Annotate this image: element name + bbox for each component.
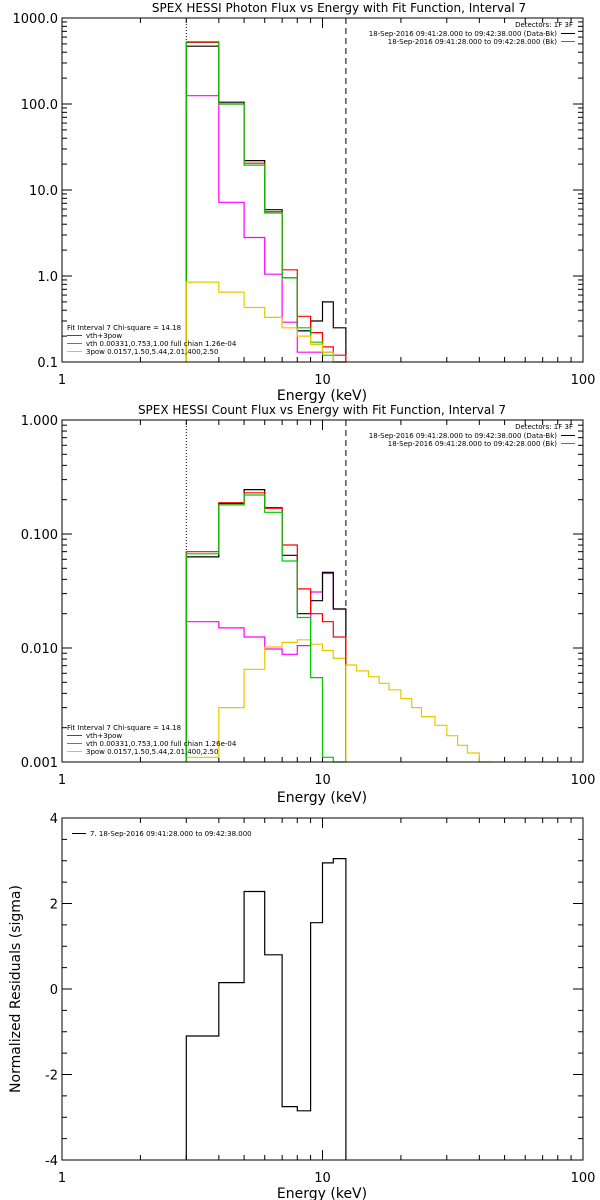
y-tick-label: 1.000 (21, 414, 58, 429)
panel-1-xlabel: Energy (keV) (277, 388, 367, 404)
y-tick-label: 1.0 (37, 270, 58, 285)
x-tick-label: 1 (58, 373, 66, 388)
histogram-series-line (185, 41, 346, 363)
y-tick-label: 0.1 (37, 356, 58, 371)
y-tick-label: 0 (50, 983, 58, 998)
legend-entry-label: 3pow 0.0157,1.50,5.44,2.01,400,2.50 (86, 748, 218, 756)
fit-header-label: Fit Interval 7 Chi-square = 14.18 (67, 724, 181, 732)
panel-3-xlabel: Energy (keV) (277, 1186, 367, 1200)
x-tick-label: 100 (571, 1171, 596, 1186)
legend-entry-label: vth 0.00331,0.753,1.00 full chian 1.26e-… (86, 740, 237, 748)
panel-3-frame (61, 817, 584, 1161)
histogram-series-line (185, 489, 347, 762)
tail-series-line (345, 664, 493, 763)
panel-2-title: SPEX HESSI Count Flux vs Energy with Fit… (138, 403, 506, 417)
x-tick-label: 10 (314, 773, 331, 788)
legend-entry-label: 18-Sep-2016 09:41:28.000 to 09:42:38.000… (369, 30, 558, 38)
x-tick-label: 10 (314, 373, 331, 388)
panel-1-title: SPEX HESSI Photon Flux vs Energy with Fi… (152, 1, 526, 15)
y-tick-label: -4 (45, 1154, 58, 1169)
histogram-series-line (185, 494, 346, 763)
legend-entry-label: 7. 18-Sep-2016 09:41:28.000 to 09:42:38.… (90, 830, 252, 838)
legend-entry-label: 18-Sep-2016 09:41:28.000 to 09:42:28.000… (388, 38, 558, 46)
fit-header-label: Fit Interval 7 Chi-square = 14.18 (67, 324, 181, 332)
legend-entry-label: vth+3pow (86, 332, 122, 340)
panel-2-xlabel: Energy (keV) (277, 790, 367, 806)
histogram-series-line (185, 639, 347, 762)
histogram-series-line (185, 45, 347, 362)
legend-entry-label: 18-Sep-2016 09:41:28.000 to 09:42:38.000… (369, 432, 558, 440)
detectors-label: Detectors: 1F 3F (515, 423, 573, 431)
y-tick-label: 10.0 (29, 184, 58, 199)
y-tick-label: 100.0 (21, 98, 58, 113)
histogram-series-line (185, 572, 347, 762)
legend-entry-label: 3pow 0.0157,1.50,5.44,2.01,400,2.50 (86, 348, 218, 356)
x-tick-label: 100 (571, 773, 596, 788)
legend-entry-label: vth 0.00331,0.753,1.00 full chian 1.26e-… (86, 340, 237, 348)
y-tick-label: -2 (45, 1069, 58, 1084)
residuals-panel: 1 10 100 -4 -2 0 2 4 7. 18-Sep-2016 09:41:28.000… (8, 812, 595, 1200)
x-tick-label: 10 (314, 1171, 331, 1186)
legend-entry-label: vth+3pow (86, 732, 122, 740)
y-tick-label: 4 (50, 812, 58, 827)
histogram-series-line (185, 858, 347, 1160)
y-tick-label: 0.010 (21, 642, 58, 657)
x-tick-label: 1 (58, 773, 66, 788)
y-tick-label: 0.100 (21, 528, 58, 543)
panel-1-frame (61, 17, 584, 363)
detectors-label: Detectors: 1F 3F (515, 21, 573, 29)
panel-2-frame (61, 419, 584, 763)
y-tick-label: 1000.0 (13, 12, 59, 27)
y-tick-label: 0.001 (21, 756, 58, 771)
histogram-series-line (185, 281, 346, 363)
x-tick-label: 1 (58, 1171, 66, 1186)
y-tick-label: 2 (50, 898, 58, 913)
panel-3-ylabel: Normalized Residuals (sigma) (8, 885, 24, 1093)
histogram-series-line (185, 95, 346, 363)
count-flux-panel: SPEX HESSI Count Flux vs Energy with Fit… (21, 403, 596, 806)
legend-entry-label: 18-Sep-2016 09:41:28.000 to 09:42:28.000… (388, 440, 558, 448)
x-tick-label: 100 (571, 373, 596, 388)
photon-flux-panel: SPEX HESSI Photon Flux vs Energy with Fi… (13, 1, 596, 404)
histogram-series-line (185, 492, 347, 762)
